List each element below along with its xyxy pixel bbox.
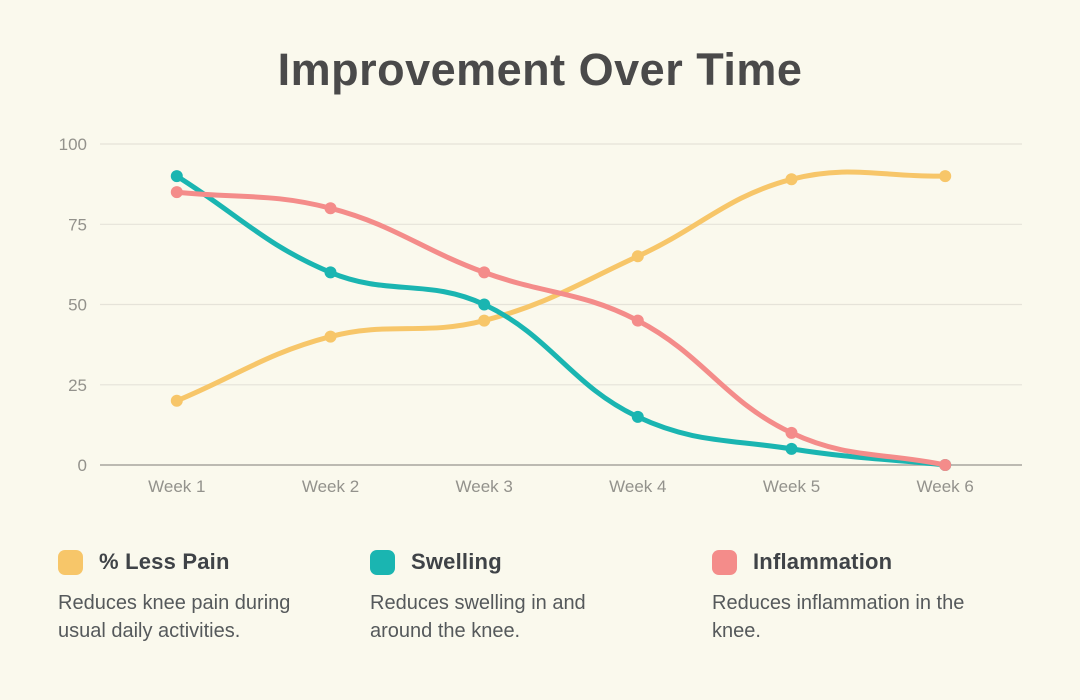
svg-text:Week 5: Week 5 (763, 477, 820, 496)
swelling-swatch-icon (370, 549, 395, 575)
svg-text:75: 75 (68, 215, 87, 234)
svg-text:Week 6: Week 6 (917, 477, 974, 496)
legend-head: Swelling (370, 548, 640, 576)
legend-label: % Less Pain (99, 549, 230, 574)
improvement-line-chart: 0 25 50 75 100 Week 1 Week 2 Week 3 Week 4 Week 5… (0, 128, 1080, 508)
svg-text:Week 4: Week 4 (609, 477, 666, 496)
svg-text:50: 50 (68, 296, 87, 315)
legend-head: % Less Pain (58, 548, 338, 576)
svg-text:Week 1: Week 1 (148, 477, 205, 496)
less-pain-swatch-icon (58, 549, 83, 575)
chart-canvas: 0 25 50 75 100 Week 1 Week 2 Week 3 Week 4 Week 5… (59, 135, 1022, 496)
legend-description: Reduces inflammation in the knee. (712, 592, 965, 642)
page-title: Improvement Over Time (277, 44, 803, 95)
legend-label: Inflammation (753, 549, 893, 574)
legend-item-inflammation: Inflammation Reduces inflammation in the… (712, 548, 1012, 645)
legend-item-swelling: Swelling Reduces swelling in and around … (370, 548, 640, 645)
legend-label: Swelling (411, 549, 502, 574)
svg-text:25: 25 (68, 376, 87, 395)
inflammation-swatch-icon (712, 549, 737, 575)
legend-item-less-pain: % Less Pain Reduces knee pain during usu… (58, 548, 338, 645)
svg-text:Week 2: Week 2 (302, 477, 359, 496)
svg-text:Week 3: Week 3 (456, 477, 513, 496)
svg-text:100: 100 (59, 135, 87, 154)
legend-head: Inflammation (712, 548, 1012, 576)
legend-description: Reduces swelling in and around the knee. (370, 592, 586, 642)
svg-text:0: 0 (78, 456, 87, 475)
legend-description: Reduces knee pain during usual daily act… (58, 592, 291, 642)
chart-legend: % Less Pain Reduces knee pain during usu… (0, 548, 1080, 668)
